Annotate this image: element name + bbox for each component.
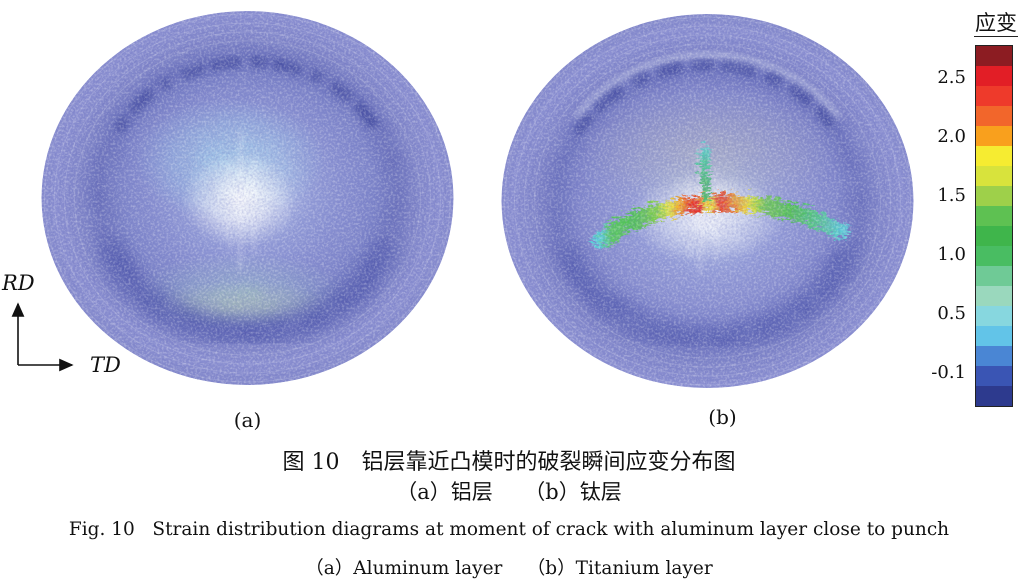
caption-cn-title: 图 10 铝层靠近凸模时的破裂瞬间应变分布图	[282, 450, 736, 475]
rd-td-axes: RD TD	[1, 271, 121, 377]
colorbar-tick-label: 1.5	[937, 185, 966, 206]
colorbar-band	[976, 266, 1012, 286]
colorbar-tick-label: 2.0	[937, 126, 966, 147]
colorbar-band	[976, 286, 1012, 306]
strain-colorbar	[975, 45, 1013, 407]
colorbar-band	[976, 206, 1012, 226]
colorbar-tick-label: 0.5	[937, 303, 966, 324]
caption-en-sub: （a）Aluminum layer （b）Titanium layer	[305, 558, 713, 579]
colorbar-band	[976, 386, 1012, 406]
colorbar-tick-label: 1.0	[937, 244, 966, 265]
caption-en-title: Fig. 10 Strain distribution diagrams at …	[68, 519, 950, 540]
rd-axis-label: RD	[1, 271, 35, 295]
colorbar-band	[976, 186, 1012, 206]
colorbar-title: 应变	[974, 11, 1018, 38]
speckle-texture	[41, 11, 454, 385]
panel-label-b: (b)	[708, 405, 737, 429]
td-axis-label: TD	[90, 353, 121, 377]
strain-map-titanium	[501, 14, 914, 388]
panel-label-a: (a)	[233, 408, 262, 432]
colorbar-band	[976, 326, 1012, 346]
strain-map-aluminum	[41, 11, 454, 385]
colorbar-band	[976, 346, 1012, 366]
colorbar-tick-label: -0.1	[931, 362, 966, 383]
colorbar-band	[976, 366, 1012, 386]
colorbar-band	[976, 126, 1012, 146]
colorbar-band	[976, 166, 1012, 186]
colorbar-band	[976, 146, 1012, 166]
colorbar-band	[976, 306, 1012, 326]
colorbar-tick-label: 2.5	[937, 67, 966, 88]
colorbar-band	[976, 46, 1012, 66]
colorbar-band	[976, 66, 1012, 86]
speckle-texture	[501, 14, 914, 388]
caption-cn-sub: （a）铝层 （b）钛层	[396, 480, 622, 504]
colorbar-band	[976, 246, 1012, 266]
colorbar-band	[976, 226, 1012, 246]
colorbar-band	[976, 86, 1012, 106]
colorbar-band	[976, 106, 1012, 126]
